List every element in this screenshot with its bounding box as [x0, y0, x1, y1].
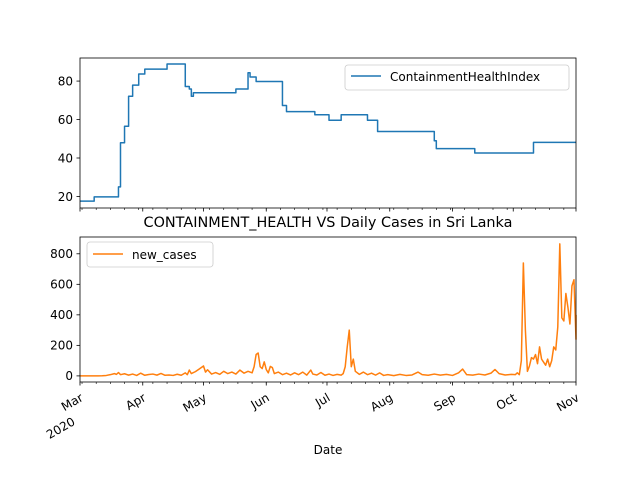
bottom-y-tick-label: 0: [65, 369, 73, 383]
top-plot: 20 40 60 80 ContainmentHealthIndex: [58, 57, 577, 212]
top-y-tick-label: 40: [58, 151, 73, 165]
top-legend: ContainmentHealthIndex: [344, 64, 570, 91]
bottom-legend: new_cases: [86, 241, 214, 268]
bottom-legend-box: [86, 241, 214, 268]
x-tick-label-jul: Jul: [312, 390, 332, 410]
top-axes-frame: [79, 57, 577, 209]
bottom-y-tick-label: 800: [50, 247, 73, 261]
top-y-tick-label: 60: [58, 113, 73, 127]
bottom-series-lines: [80, 243, 577, 377]
top-y-tick-label: 80: [58, 74, 73, 88]
series-line-new-cases: [80, 243, 577, 377]
bottom-y-tick-label: 200: [50, 339, 73, 353]
top-legend-box: [344, 64, 570, 91]
top-legend-label: ContainmentHealthIndex: [390, 70, 540, 84]
bottom-title: CONTAINMENT_HEALTH VS Daily Cases in Sri…: [144, 215, 513, 231]
x-axis-label: Date: [314, 443, 343, 457]
bottom-axes-frame: [79, 236, 577, 383]
top-series-lines: [80, 63, 576, 202]
bottom-legend-label: new_cases: [132, 248, 197, 262]
bottom-y-axis-ticks: 0 200 400 600 800: [50, 247, 80, 383]
top-y-axis-ticks: 20 40 60 80: [58, 74, 80, 204]
bottom-y-tick-label: 400: [50, 308, 73, 322]
bottom-y-tick-label: 600: [50, 278, 73, 292]
series-line-containmenthealthindex: [80, 63, 576, 202]
top-y-tick-label: 20: [58, 190, 73, 204]
